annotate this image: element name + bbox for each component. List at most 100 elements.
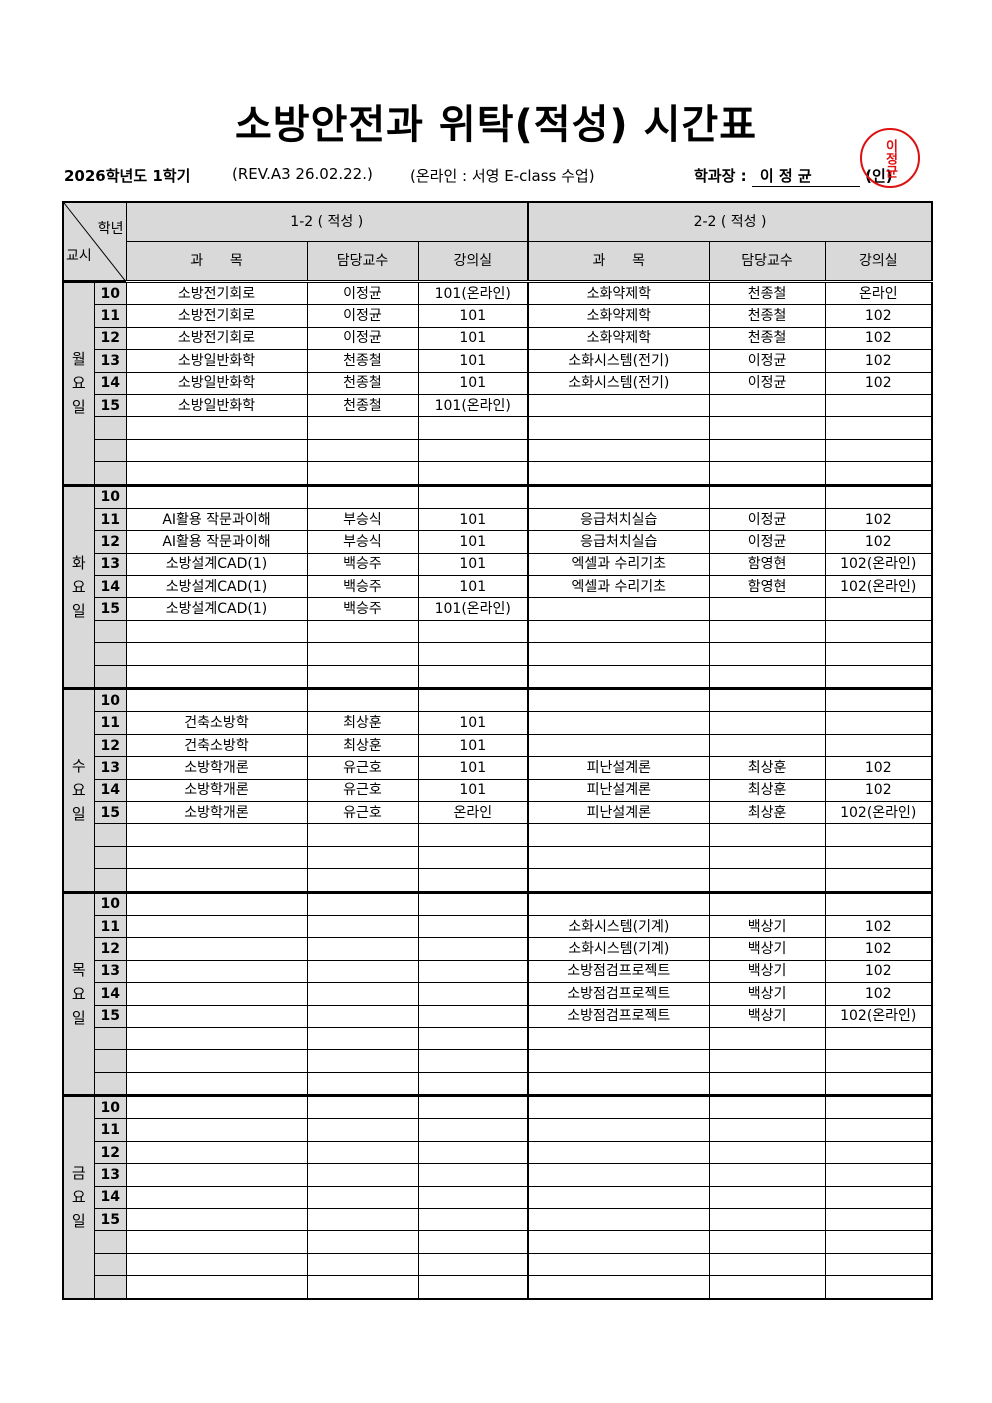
g2-room-cell [824,416,933,440]
period-cell [93,1275,127,1300]
g1-room-cell [417,687,529,713]
g1-room-cell: 온라인 [417,800,529,825]
g1-room-cell [417,1275,529,1300]
table-row: 14 소방점검프로젝트 백상기 102 [63,982,933,1006]
table-row [63,438,933,463]
g2-professor-cell: 백상기 [708,1004,826,1028]
g2-professor-cell: 백상기 [708,937,826,961]
period-cell [93,823,127,847]
g1-subject-cell: 소방학개론 [125,800,308,825]
g1-room-cell [417,1049,529,1073]
g1-room-cell [417,890,529,916]
g1-subject-cell [125,845,308,870]
g1-subject-cell: AI활용 작문과이해 [125,507,308,532]
table-row: 11 건축소방학 최상훈 101 [63,711,933,735]
g2-subject-cell: 소방점검프로젝트 [527,1004,710,1028]
g1-room-cell: 101 [417,349,529,373]
g2-subject-cell [527,483,710,509]
g1-subject-cell [125,890,308,916]
g2-subject-cell [527,733,710,758]
g2-subject-cell [527,1094,710,1120]
period-cell: 14 [93,575,127,599]
diagonal-divider [64,203,125,281]
g1-room-cell [417,982,529,1006]
g1-subject-cell [125,1208,308,1232]
g2-subject-cell: 소화약제학 [527,304,710,328]
g1-subject-cell: 소방설계CAD(1) [125,597,308,621]
g1-professor-cell [306,1049,419,1073]
g1-professor-cell [306,1071,419,1097]
g1-professor-cell [306,982,419,1006]
g1-professor-cell [306,438,419,463]
table-row: 14 소방설계CAD(1) 백승주 101 엑셀과 수리기초 함영현 102(온라인) [63,575,933,599]
g2-subject-cell [527,1252,710,1277]
g1-subject-cell: 소방일반화학 [125,371,308,395]
table-row: 15 소방점검프로젝트 백상기 102(온라인) [63,1004,933,1028]
g2-professor-cell [708,711,826,735]
g1-subject-cell: 소방일반화학 [125,393,308,418]
g2-professor-cell [708,1185,826,1210]
period-cell: 11 [93,304,127,328]
g2-professor-cell [708,438,826,463]
g2-professor-cell [708,664,826,690]
g2-room-cell [824,1118,933,1142]
g1-subject-cell: 소방일반화학 [125,349,308,373]
g2-professor-cell: 함영현 [708,552,826,577]
period-cell: 14 [93,778,127,802]
g2-room-cell [824,619,933,644]
g1-room-cell [417,914,529,939]
g2-room-cell: 102 [824,914,933,939]
g1-professor-cell [306,1140,419,1165]
g1-room-cell [417,619,529,644]
g1-subject-cell: 소방학개론 [125,778,308,802]
g1-room-cell [417,1208,529,1232]
table-row: 월요일 10 소방전기회로 이정균 101(온라인) 소화약제학 천종철 온라인 [62,279,933,486]
table-row [63,823,933,847]
g2-subject-cell: 소화시스템(전기) [527,371,710,395]
g1-room-cell: 101 [417,326,529,351]
table-row: 화요일 10 [62,483,933,690]
g2-professor-cell [708,416,826,440]
page-title: 소방안전과 위탁(적성) 시간표 [234,102,757,148]
col-room: 강의실 [417,241,529,283]
g2-room-cell: 102 [824,349,933,373]
g1-room-cell [417,1140,529,1165]
g1-professor-cell: 천종철 [306,349,419,373]
g1-professor-cell [306,959,419,984]
g2-professor-cell [708,461,826,486]
g2-professor-cell [708,687,826,713]
g2-professor-cell: 천종철 [708,279,826,306]
table-row [63,461,933,486]
g2-subject-cell [527,1208,710,1232]
g2-professor-cell [708,393,826,418]
g1-subject-cell [125,1185,308,1210]
g1-subject-cell [125,868,308,893]
g2-professor-cell: 함영현 [708,575,826,599]
g2-room-cell [824,642,933,666]
timetable: 학년 교시 1-2 ( 적성 ) 2-2 ( 적성 ) 과 목 담당교수 강의실… [62,201,934,1300]
g2-room-cell [824,1275,933,1300]
period-cell: 13 [93,959,127,984]
g2-subject-cell [527,845,710,870]
corner-period-label: 교시 [66,248,92,264]
g1-professor-cell [306,416,419,440]
g2-subject-cell [527,711,710,735]
g1-professor-cell [306,937,419,961]
g2-room-cell [824,1071,933,1097]
g2-room-cell [824,597,933,621]
g1-subject-cell [125,1071,308,1097]
table-row: 14 소방학개론 유근호 101 피난설계론 최상훈 102 [63,778,933,802]
table-row: 12 소화시스템(기계) 백상기 102 [63,937,933,961]
g1-subject-cell: 소방설계CAD(1) [125,552,308,577]
table-row [63,1230,933,1254]
g2-professor-cell [708,1118,826,1142]
g1-professor-cell [306,1252,419,1277]
g2-subject-cell: 소화시스템(기계) [527,937,710,961]
g1-professor-cell [306,845,419,870]
g2-room-cell: 102 [824,756,933,780]
g1-subject-cell [125,1252,308,1277]
g1-room-cell [417,868,529,893]
table-row: 14 [63,1185,933,1210]
period-cell: 12 [93,1140,127,1165]
g1-room-cell: 101 [417,733,529,758]
